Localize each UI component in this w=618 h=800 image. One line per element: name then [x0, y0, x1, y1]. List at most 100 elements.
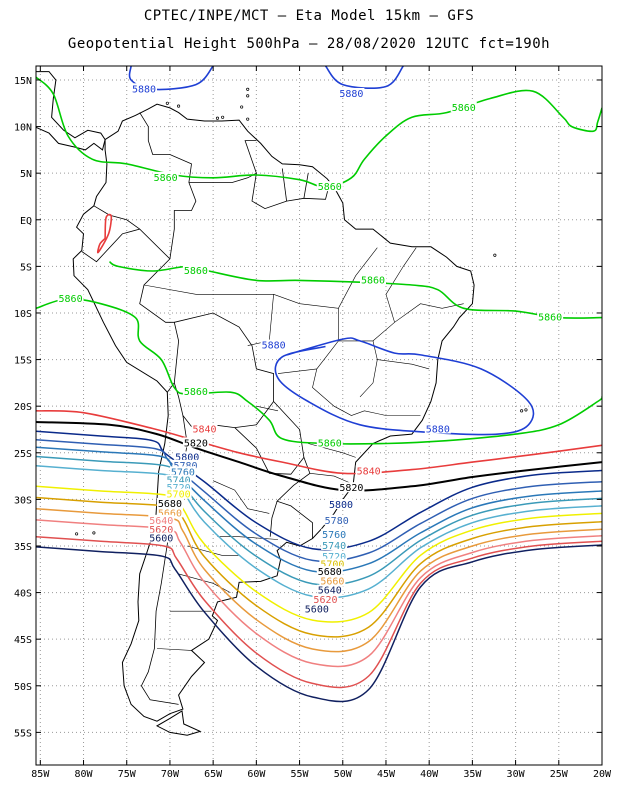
contour-label: 5840	[357, 466, 381, 477]
country-border	[269, 501, 278, 537]
lon-tick-label: 40W	[420, 769, 439, 780]
state-border	[156, 648, 192, 651]
contour-label: 5800	[329, 500, 353, 511]
contour-line-5760	[36, 446, 602, 573]
contour-line-5860	[109, 261, 602, 319]
contour-label-bg	[148, 524, 175, 535]
lat-tick-label: 15N	[14, 76, 32, 87]
contour-label-bg	[316, 181, 343, 192]
island-outline	[215, 116, 220, 120]
country-border	[188, 172, 257, 183]
lon-tick-label: 30W	[507, 769, 526, 780]
lon-tick-label: 25W	[550, 769, 569, 780]
contour-label: 5660	[320, 576, 344, 587]
contour-label: 5720	[322, 552, 346, 563]
state-border	[385, 247, 417, 323]
contour-label: 5880	[132, 84, 156, 95]
contour-label-bg	[165, 474, 192, 485]
contour-label-bg	[319, 558, 346, 569]
lat-tick-label: 15S	[14, 356, 32, 367]
contour-label-bg	[312, 594, 339, 605]
contour-label: 5740	[322, 541, 346, 552]
island-outline	[165, 101, 169, 105]
contour-line-5880	[274, 337, 535, 436]
island-outline	[524, 408, 528, 412]
contour-label-bg	[148, 514, 175, 525]
contour-label: 5860	[154, 173, 178, 184]
contour-label: 5700	[167, 490, 191, 501]
country-border	[303, 173, 309, 199]
contour-label-bg	[169, 466, 196, 477]
contour-label: 5600	[149, 534, 173, 545]
contour-label-bg	[148, 532, 175, 543]
contour-label: 5620	[149, 525, 173, 536]
country-border	[93, 205, 140, 230]
contour-line-5840-closed	[96, 213, 113, 254]
contour-label-bg	[165, 488, 192, 499]
contour-label-bg	[316, 437, 343, 448]
lat-lon-grid	[36, 66, 603, 765]
lon-tick-label: 70W	[161, 769, 180, 780]
contour-label-bg	[260, 339, 287, 350]
contour-label-bg	[338, 87, 365, 98]
contour-label-bg	[323, 514, 350, 525]
contour-label-bg	[182, 386, 209, 397]
island-outline	[75, 532, 79, 536]
contour-label: 5820	[184, 438, 208, 449]
country-border	[281, 168, 287, 202]
lon-tick-label: 75W	[118, 769, 137, 780]
contour-label: 5840	[192, 424, 216, 435]
contour-line-5700	[36, 485, 602, 623]
contour-line-5720	[36, 465, 602, 599]
contour-label-bg	[328, 498, 355, 509]
lat-tick-label: 10S	[14, 309, 32, 320]
map-title-line1: CPTEC/INPE/MCT – Eta Model 15km – GFS	[143, 8, 475, 24]
lat-tick-label: 30S	[14, 495, 32, 506]
lon-tick-label: 60W	[247, 769, 266, 780]
state-border	[309, 473, 352, 484]
lat-tick-label: 50S	[14, 682, 32, 693]
latitude-axis: 15N 10N 5N EQ 5S 10S 15S 20S 25S 30S 35S 40S 45S 50S 5…	[14, 76, 602, 739]
island-outline	[177, 104, 181, 108]
contour-label: 5720	[167, 483, 191, 494]
coastlines-and-borders	[36, 71, 528, 736]
tierra-del-fuego-coastline	[155, 710, 202, 736]
lat-tick-label: 35S	[14, 542, 32, 553]
contour-label-bg	[191, 423, 218, 434]
lon-tick-label: 55W	[291, 769, 310, 780]
lat-tick-label: 20S	[14, 402, 32, 413]
contour-label-bg	[360, 274, 387, 285]
contour-label-bg	[321, 528, 348, 539]
contour-line-5860	[36, 76, 602, 189]
contour-label-bg	[156, 507, 183, 518]
contour-label: 5860	[318, 182, 342, 193]
contour-label: 5820	[339, 483, 363, 494]
country-border	[81, 228, 180, 393]
state-border	[372, 303, 464, 342]
map-title-line2: Geopotential Height 500hPa – 28/08/2020 …	[67, 36, 551, 52]
contour-label: 5880	[339, 89, 363, 100]
contour-label-bg	[321, 539, 348, 550]
contour-label: 5700	[320, 560, 344, 571]
island-outline	[246, 87, 250, 91]
contour-line-5880	[324, 66, 404, 89]
contour-line-5660	[36, 507, 602, 653]
contour-line-5840	[36, 410, 602, 475]
state-border	[256, 405, 279, 412]
contour-line-5620	[36, 535, 602, 689]
contour-line-5740	[36, 455, 602, 586]
island-outline	[246, 94, 250, 98]
contour-label: 5640	[318, 586, 342, 597]
contour-labels: 5880 5880 5860 5860 5860 5860 5860 5860 5860 5880…	[57, 83, 564, 615]
lat-tick-label: 10N	[14, 123, 32, 134]
lon-tick-label: 45W	[377, 769, 396, 780]
state-border	[312, 308, 421, 416]
contour-label: 5880	[262, 341, 286, 352]
contour-label: 5860	[538, 313, 562, 324]
contour-label: 5620	[313, 595, 337, 606]
island-outline	[246, 117, 250, 121]
state-border	[338, 340, 378, 398]
contour-label-bg	[182, 437, 209, 448]
contour-label: 5860	[59, 294, 83, 305]
